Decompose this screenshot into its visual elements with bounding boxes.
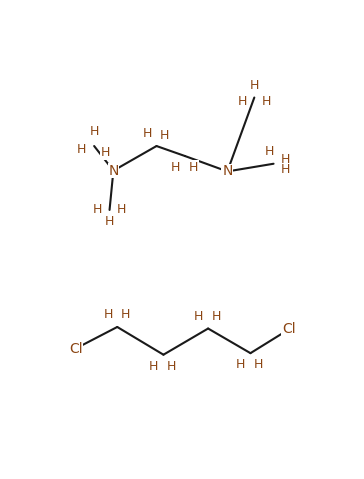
- Text: H: H: [262, 95, 271, 108]
- Text: H: H: [149, 360, 158, 373]
- Text: H: H: [281, 153, 290, 166]
- Text: H: H: [171, 161, 181, 174]
- Text: H: H: [103, 308, 113, 321]
- Text: H: H: [117, 203, 127, 216]
- Text: H: H: [101, 147, 110, 160]
- Text: H: H: [189, 161, 198, 174]
- Text: H: H: [194, 310, 203, 323]
- Text: H: H: [143, 127, 152, 140]
- Text: H: H: [237, 95, 247, 108]
- Text: H: H: [250, 79, 259, 91]
- Text: H: H: [159, 129, 169, 142]
- Text: H: H: [236, 358, 245, 371]
- Text: H: H: [212, 310, 221, 323]
- Text: H: H: [92, 203, 102, 216]
- Text: N: N: [222, 164, 233, 179]
- Text: H: H: [121, 308, 130, 321]
- Text: N: N: [108, 164, 119, 178]
- Text: H: H: [90, 125, 99, 138]
- Text: H: H: [105, 215, 114, 228]
- Text: Cl: Cl: [69, 342, 83, 355]
- Text: H: H: [254, 358, 264, 371]
- Text: Cl: Cl: [282, 322, 296, 336]
- Text: H: H: [167, 360, 177, 373]
- Text: H: H: [77, 143, 87, 156]
- Text: H: H: [264, 145, 274, 158]
- Text: H: H: [281, 163, 290, 176]
